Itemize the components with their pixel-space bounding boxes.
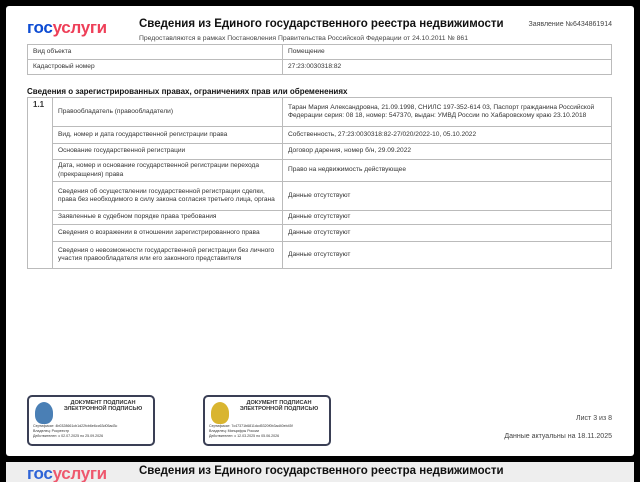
- table-row: Кадастровый номер 27:23:0030318:82: [27, 59, 612, 75]
- table-row: Заявленные в судебном порядке права треб…: [28, 210, 612, 225]
- actual-date: Данные актуальны на 18.11.2025: [504, 433, 612, 440]
- sheet-number: Лист 3 из 8: [576, 415, 612, 422]
- application-number: Заявление №6434861914: [528, 21, 612, 28]
- signature-stamp: ДОКУМЕНТ ПОДПИСАН ЭЛЕКТРОННОЙ ПОДПИСЬЮ С…: [203, 395, 331, 446]
- table-row: Вид, номер и дата государственной регист…: [28, 126, 612, 144]
- table-row: Дата, номер и основание государственной …: [28, 159, 612, 182]
- emblem-icon: [211, 402, 229, 424]
- object-table: Вид объекта Помещение Кадастровый номер 27…: [27, 44, 612, 75]
- document-page: госуслуги Сведения из Единого государств…: [6, 6, 634, 456]
- table-row: Сведения о возражении в отношении зареги…: [28, 224, 612, 242]
- table-row: Вид объекта Помещение: [27, 44, 612, 60]
- table-row: Сведения об осуществлении государственно…: [28, 181, 612, 211]
- next-page-preview: госуслуги Сведения из Единого государств…: [6, 462, 634, 482]
- rights-heading: Сведения о зарегистрированных правах, ог…: [27, 87, 348, 96]
- document-subtitle: Предоставляются в рамках Постановления П…: [139, 35, 468, 42]
- table-row: Сведения о невозможности государственной…: [28, 241, 612, 269]
- table-row: 1.1 Правообладатель (правообладатели) Тара…: [27, 97, 612, 269]
- table-row: Основание государственной регистрации Дог…: [28, 143, 612, 160]
- gosuslugi-logo: госуслуги: [27, 18, 107, 37]
- gosuslugi-logo: госуслуги: [27, 464, 107, 482]
- document-title: Сведения из Единого государственного рее…: [139, 18, 504, 30]
- rights-table: 1.1 Правообладатель (правообладатели) Тара…: [27, 97, 612, 269]
- emblem-icon: [35, 402, 53, 424]
- signature-stamp: ДОКУМЕНТ ПОДПИСАН ЭЛЕКТРОННОЙ ПОДПИСЬЮ С…: [27, 395, 155, 446]
